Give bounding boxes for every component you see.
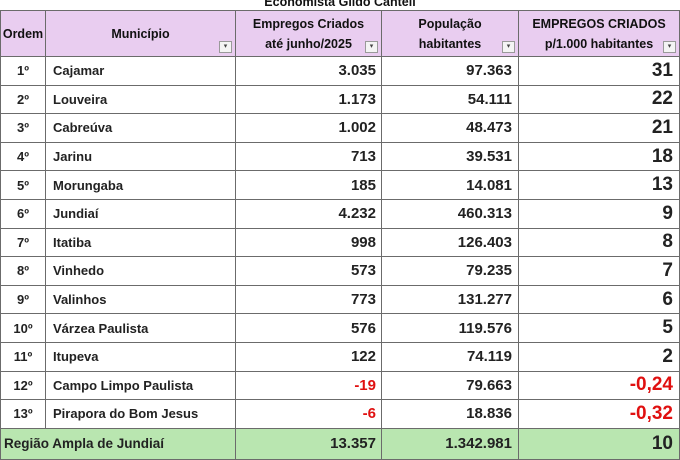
table-row: 12º Campo Limpo Paulista -19 79.663 -0,24 [0,370,680,401]
cell-empregos: 576 [235,313,382,343]
cell-populacao: 460.313 [381,198,519,229]
cell-ordem: 1º [0,56,46,86]
cell-municipio: Itupeva [45,341,236,372]
cell-empregos: 4.232 [235,198,382,229]
total-taxa: 10 [518,427,680,460]
cell-ordem: 7º [0,227,46,258]
cell-ordem: 2º [0,84,46,115]
total-populacao: 1.342.981 [381,427,519,460]
cell-ordem: 11º [0,341,46,372]
table-row: 13º Pirapora do Bom Jesus -6 18.836 -0,32 [0,399,680,429]
employment-table: Ordem Município ▾ Empregos Criados até ju… [0,10,680,460]
cell-taxa: 6 [518,284,680,315]
cell-municipio: Vinhedo [45,256,236,286]
cell-ordem: 9º [0,284,46,315]
cell-municipio: Louveira [45,84,236,115]
cell-populacao: 97.363 [381,56,519,86]
table-row: 6º Jundiaí 4.232 460.313 9 [0,198,680,229]
cell-taxa: -0,32 [518,399,680,429]
table-caption: Economista Gildo Canteli [264,0,416,9]
cell-municipio: Jarinu [45,141,236,172]
cell-municipio: Morungaba [45,170,236,200]
table-row: 7º Itatiba 998 126.403 8 [0,227,680,258]
cell-municipio: Valinhos [45,284,236,315]
cell-municipio: Jundiaí [45,198,236,229]
header-municipio: Município ▾ [45,10,236,57]
cell-taxa: 5 [518,313,680,343]
header-row: Ordem Município ▾ Empregos Criados até ju… [0,10,680,57]
filter-dropdown-icon[interactable]: ▾ [663,41,676,53]
cell-populacao: 18.836 [381,399,519,429]
cell-ordem: 10º [0,313,46,343]
table-row: 9º Valinhos 773 131.277 6 [0,284,680,315]
table-row: 10º Várzea Paulista 576 119.576 5 [0,313,680,343]
cell-empregos: 185 [235,170,382,200]
cell-populacao: 39.531 [381,141,519,172]
filter-dropdown-icon[interactable]: ▾ [365,41,378,53]
cell-populacao: 74.119 [381,341,519,372]
cell-populacao: 14.081 [381,170,519,200]
cell-populacao: 126.403 [381,227,519,258]
header-taxa: EMPREGOS CRIADOS p/1.000 habitantes ▾ [518,10,680,57]
cell-taxa: 2 [518,341,680,372]
total-label: Região Ampla de Jundiaí [0,427,236,460]
cell-municipio: Itatiba [45,227,236,258]
table-row: 3º Cabreúva 1.002 48.473 21 [0,113,680,143]
table-row: 8º Vinhedo 573 79.235 7 [0,256,680,286]
cell-empregos: 3.035 [235,56,382,86]
cell-ordem: 3º [0,113,46,143]
cell-empregos: -6 [235,399,382,429]
cell-taxa: 22 [518,84,680,115]
cell-ordem: 6º [0,198,46,229]
cell-ordem: 13º [0,399,46,429]
cell-taxa: 21 [518,113,680,143]
cell-empregos: 998 [235,227,382,258]
cell-taxa: 18 [518,141,680,172]
cell-ordem: 12º [0,370,46,401]
cell-taxa: -0,24 [518,370,680,401]
cell-ordem: 8º [0,256,46,286]
table-row: 11º Itupeva 122 74.119 2 [0,341,680,372]
filter-dropdown-icon[interactable]: ▾ [219,41,232,53]
table-row: 5º Morungaba 185 14.081 13 [0,170,680,200]
cell-empregos: 713 [235,141,382,172]
cell-populacao: 48.473 [381,113,519,143]
cell-taxa: 31 [518,56,680,86]
cell-municipio: Pirapora do Bom Jesus [45,399,236,429]
table-row: 1º Cajamar 3.035 97.363 31 [0,56,680,86]
cell-municipio: Várzea Paulista [45,313,236,343]
cell-empregos: 122 [235,341,382,372]
filter-dropdown-icon[interactable]: ▾ [502,41,515,53]
cell-empregos: 573 [235,256,382,286]
cell-ordem: 5º [0,170,46,200]
total-row: Região Ampla de Jundiaí 13.357 1.342.981 10 [0,427,680,460]
cell-empregos: -19 [235,370,382,401]
table-row: 4º Jarinu 713 39.531 18 [0,141,680,172]
cell-taxa: 9 [518,198,680,229]
cell-municipio: Cabreúva [45,113,236,143]
header-populacao: População habitantes ▾ [381,10,519,57]
cell-populacao: 131.277 [381,284,519,315]
cell-taxa: 7 [518,256,680,286]
cell-empregos: 773 [235,284,382,315]
total-empregos: 13.357 [235,427,382,460]
cell-municipio: Cajamar [45,56,236,86]
cell-populacao: 119.576 [381,313,519,343]
cell-populacao: 79.663 [381,370,519,401]
header-empregos: Empregos Criados até junho/2025 ▾ [235,10,382,57]
cell-taxa: 13 [518,170,680,200]
cell-populacao: 54.111 [381,84,519,115]
header-ordem: Ordem [0,10,46,57]
cell-taxa: 8 [518,227,680,258]
cell-empregos: 1.002 [235,113,382,143]
table-row: 2º Louveira 1.173 54.111 22 [0,84,680,115]
cell-empregos: 1.173 [235,84,382,115]
cell-populacao: 79.235 [381,256,519,286]
cell-municipio: Campo Limpo Paulista [45,370,236,401]
cell-ordem: 4º [0,141,46,172]
